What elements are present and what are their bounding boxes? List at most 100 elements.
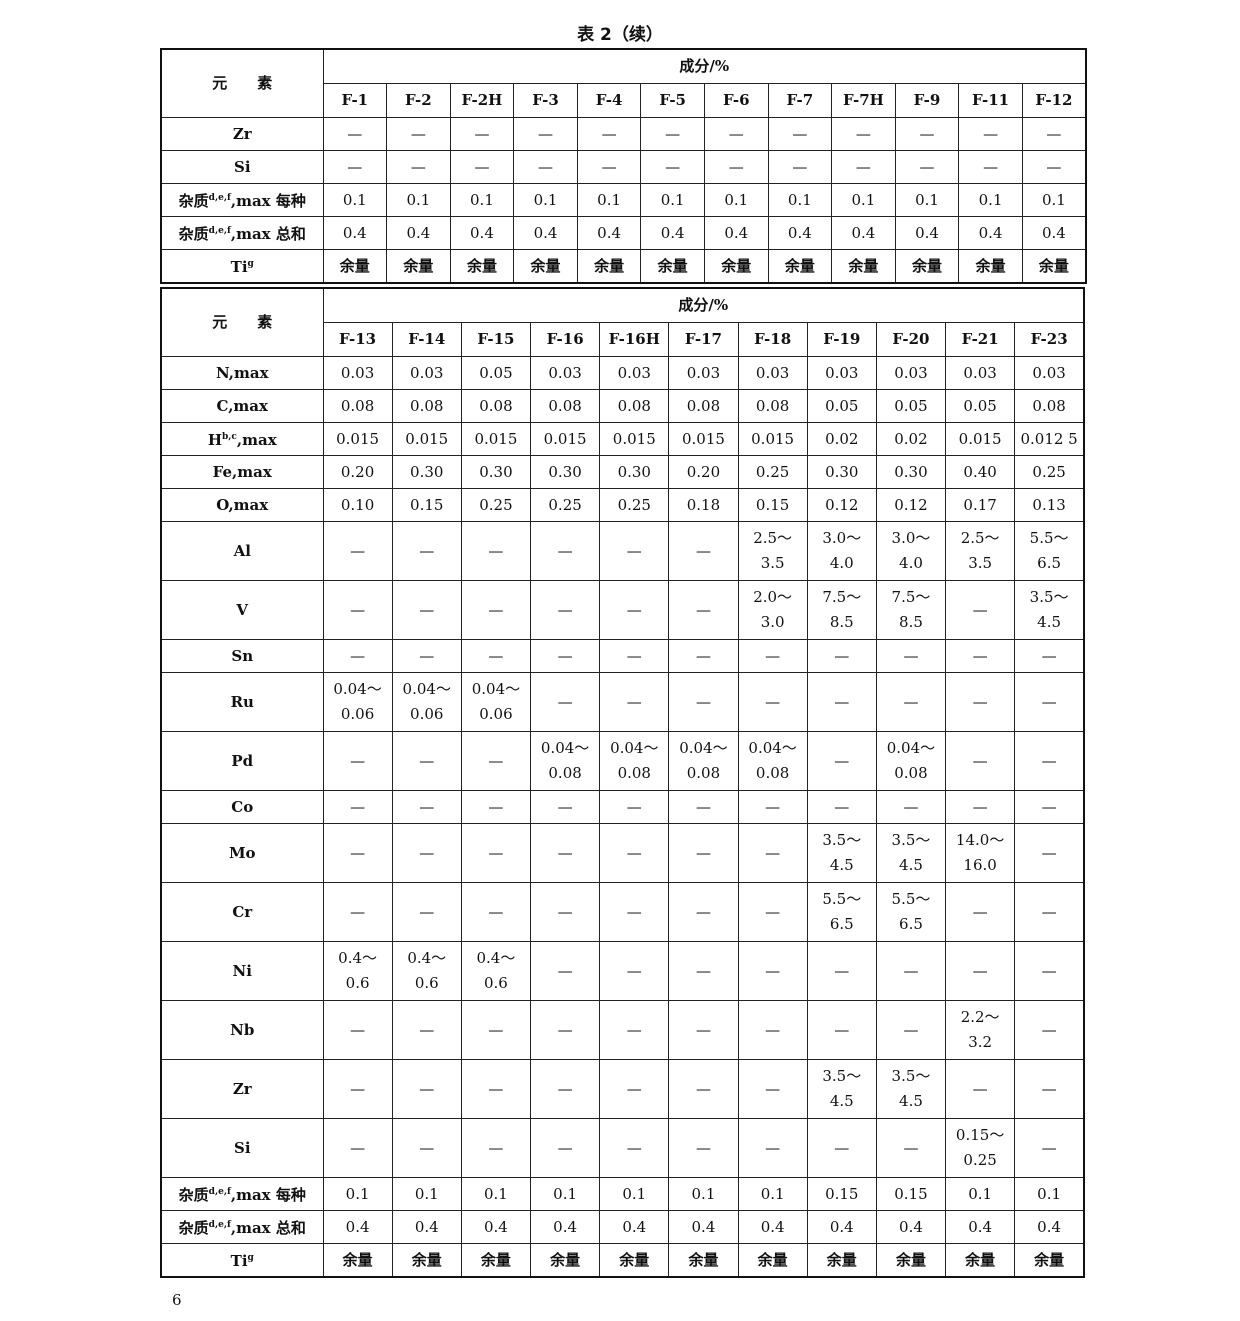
table-cell: 0.4 bbox=[894, 216, 960, 250]
table-cell: — bbox=[806, 1000, 877, 1060]
table-cell: 0.015 bbox=[391, 422, 462, 456]
table-cell: 0.03 bbox=[599, 356, 670, 390]
table-cell: — bbox=[668, 580, 739, 640]
row-label: Co bbox=[160, 790, 324, 824]
table-row: Tig 余量 余量 余量 余量 余量 余量 余量 余量 余量 余量 余量 bbox=[160, 1243, 1085, 1278]
table-cell: — bbox=[322, 1059, 393, 1119]
table-cell: — bbox=[668, 941, 739, 1001]
table-cell: 余量 bbox=[322, 1243, 393, 1278]
table-cell: 0.08 bbox=[737, 389, 808, 423]
row-label: 杂质d,e,f,max 每种 bbox=[160, 1177, 324, 1211]
table-cell: — bbox=[322, 882, 393, 942]
table-cell: 0.03 bbox=[322, 356, 393, 390]
table-cell: 0.04～ 0.08 bbox=[737, 731, 808, 791]
column-header: F-5 bbox=[640, 83, 705, 118]
table-cell: 0.4 bbox=[806, 1210, 877, 1244]
table-cell: — bbox=[386, 117, 451, 151]
table-cell: 0.12 bbox=[806, 488, 877, 522]
table-row: Si — — — — — — — — —0.15～ 0.25— bbox=[160, 1118, 1085, 1178]
table-cell: 0.1 bbox=[513, 183, 578, 217]
row-label-text: Al bbox=[233, 541, 251, 560]
table-cell: — bbox=[668, 1118, 739, 1178]
table-cell: 余量 bbox=[1014, 1243, 1085, 1278]
row-label-text: 杂质 bbox=[178, 225, 209, 243]
table-cell: — bbox=[640, 150, 705, 184]
table-cell: — bbox=[322, 117, 388, 151]
table-cell: — bbox=[875, 639, 947, 673]
table-cell: — bbox=[1014, 672, 1085, 732]
row-label: V bbox=[160, 580, 324, 640]
table-row: 杂质d,e,f,max 总和 0.4 0.4 0.4 0.4 0.4 0.4 0.4 0.4 0.… bbox=[160, 1210, 1085, 1244]
column-header: F-20 bbox=[875, 322, 947, 357]
table-cell: 余量 bbox=[703, 249, 769, 284]
table-cell: 0.08 bbox=[668, 389, 739, 423]
column-header: F-12 bbox=[1021, 83, 1087, 118]
table-cell: — bbox=[322, 150, 388, 184]
table-row: Zr — — — — — — — — — — — — bbox=[160, 117, 1087, 151]
row-label-text: Zr bbox=[232, 1079, 252, 1098]
table-cell: 余量 bbox=[460, 1243, 532, 1278]
table-cell: 0.1 bbox=[894, 183, 960, 217]
table-cell: — bbox=[460, 580, 532, 640]
row-label: Ni bbox=[160, 941, 324, 1001]
table-cell: — bbox=[767, 117, 833, 151]
row-label: Cr bbox=[160, 882, 324, 942]
table-cell: — bbox=[806, 1118, 877, 1178]
table-cell: — bbox=[945, 580, 1016, 640]
row-label-text: Si bbox=[233, 157, 251, 176]
table-cell: — bbox=[530, 1000, 601, 1060]
table-cell: — bbox=[806, 941, 877, 1001]
table-cell: — bbox=[945, 790, 1016, 824]
column-header: F-7 bbox=[767, 83, 833, 118]
column-header: F-19 bbox=[806, 322, 877, 357]
footnote-marker: d,e,f bbox=[208, 193, 231, 203]
table-cell: — bbox=[530, 790, 601, 824]
table-cell: 2.5～ 3.5 bbox=[945, 521, 1016, 581]
table-cell: — bbox=[391, 1000, 462, 1060]
table-cell: 0.25 bbox=[737, 455, 808, 489]
table-cell: — bbox=[668, 882, 739, 942]
table-cell: 余量 bbox=[530, 1243, 601, 1278]
table-cell: — bbox=[737, 639, 808, 673]
table-row: Si — — — — — — — — — — — — bbox=[160, 150, 1087, 184]
table-cell: 5.5～ 6.5 bbox=[806, 882, 877, 942]
table-cell: 余量 bbox=[513, 249, 578, 284]
table-cell: — bbox=[599, 823, 670, 883]
table-cell: — bbox=[1014, 790, 1085, 824]
table-cell: 0.4 bbox=[513, 216, 578, 250]
table-cell: 0.04～ 0.08 bbox=[875, 731, 947, 791]
row-label-text: Si bbox=[233, 1138, 251, 1157]
table-cell: — bbox=[391, 580, 462, 640]
column-header: F-9 bbox=[894, 83, 960, 118]
table-cell: 0.4 bbox=[322, 1210, 393, 1244]
table-row: Al — — — — — —2.5～ 3.5 3.0～ 4.0 3.0～ 4.0 2.5～ 3.5… bbox=[160, 521, 1085, 581]
table-cell: 0.1 bbox=[386, 183, 451, 217]
table-cell: 0.02 bbox=[806, 422, 877, 456]
footnote-marker: d,e,f bbox=[208, 1220, 231, 1230]
row-label: Zr bbox=[160, 117, 324, 151]
table-cell: 0.4 bbox=[737, 1210, 808, 1244]
table-cell: 0.04～ 0.06 bbox=[391, 672, 462, 732]
table-row: Zr — — — — — — —3.5～ 4.5 3.5～ 4.5— — bbox=[160, 1059, 1085, 1119]
table-cell: — bbox=[322, 639, 393, 673]
table-cell: — bbox=[391, 1118, 462, 1178]
table-cell: — bbox=[599, 580, 670, 640]
table-cell: 0.25 bbox=[1014, 455, 1085, 489]
column-header: F-18 bbox=[737, 322, 808, 357]
table-cell: 0.03 bbox=[668, 356, 739, 390]
table-cell: 余量 bbox=[875, 1243, 947, 1278]
table-cell: — bbox=[599, 521, 670, 581]
table-cell: 0.15 bbox=[806, 1177, 877, 1211]
table-cell: 0.15 bbox=[391, 488, 462, 522]
table-cell: 3.0～ 4.0 bbox=[806, 521, 877, 581]
table-cell: — bbox=[322, 731, 393, 791]
table-cell: — bbox=[945, 672, 1016, 732]
table-cell: 0.30 bbox=[391, 455, 462, 489]
column-header-row: F-1 F-2 F-2H F-3 F-4 F-5 F-6 F-7 F-7H F-9 F-11 F-12 bbox=[161, 83, 1087, 118]
table-cell: 0.015 bbox=[460, 422, 532, 456]
table-cell: — bbox=[1014, 731, 1085, 791]
table-cell: — bbox=[1021, 117, 1087, 151]
table-cell: — bbox=[831, 150, 896, 184]
table-cell: 余量 bbox=[831, 249, 896, 284]
table-cell: 0.25 bbox=[530, 488, 601, 522]
